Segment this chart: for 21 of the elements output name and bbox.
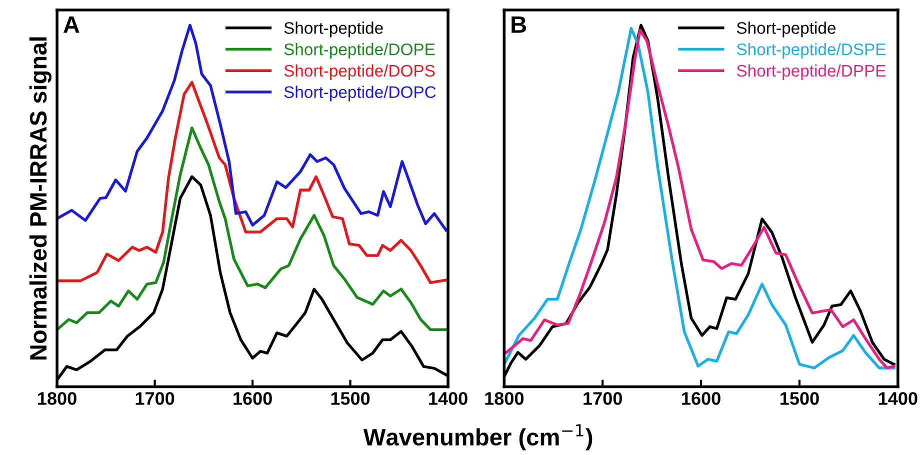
- x-tick-label: 1600: [682, 392, 720, 405]
- legend-label: Short-peptide/DOPS: [284, 64, 435, 80]
- legend-label: Short-peptide/DSPE: [736, 43, 886, 59]
- x-tick-label: 1700: [136, 392, 174, 405]
- x-tick-label: 1400: [429, 392, 468, 405]
- x-tick-label: 1800: [485, 392, 524, 405]
- y-axis-title: Normalized PM-IRRAS signal: [29, 37, 52, 360]
- x-tick-label: 1400: [878, 392, 918, 405]
- x-tick-label: 1800: [38, 392, 76, 405]
- x-tick-label: 1500: [331, 392, 370, 405]
- x-tick-label: 1600: [234, 392, 272, 405]
- legend-label: Short-peptide: [284, 22, 383, 38]
- legend-label: Short-peptide/DOPE: [284, 43, 435, 59]
- x-tick-label: 1700: [584, 392, 622, 405]
- legend-label: Short-peptide/DOPC: [284, 86, 436, 102]
- chart-title: A: [63, 16, 80, 33]
- x-tick-label: 1500: [780, 392, 819, 405]
- legend-label: Short-peptide/DPPE: [736, 64, 886, 80]
- x-axis-title: Wavenumber (cm$^{−1}$): [363, 424, 592, 450]
- chart-title: B: [512, 16, 526, 33]
- legend-label: Short-peptide: [736, 22, 836, 38]
